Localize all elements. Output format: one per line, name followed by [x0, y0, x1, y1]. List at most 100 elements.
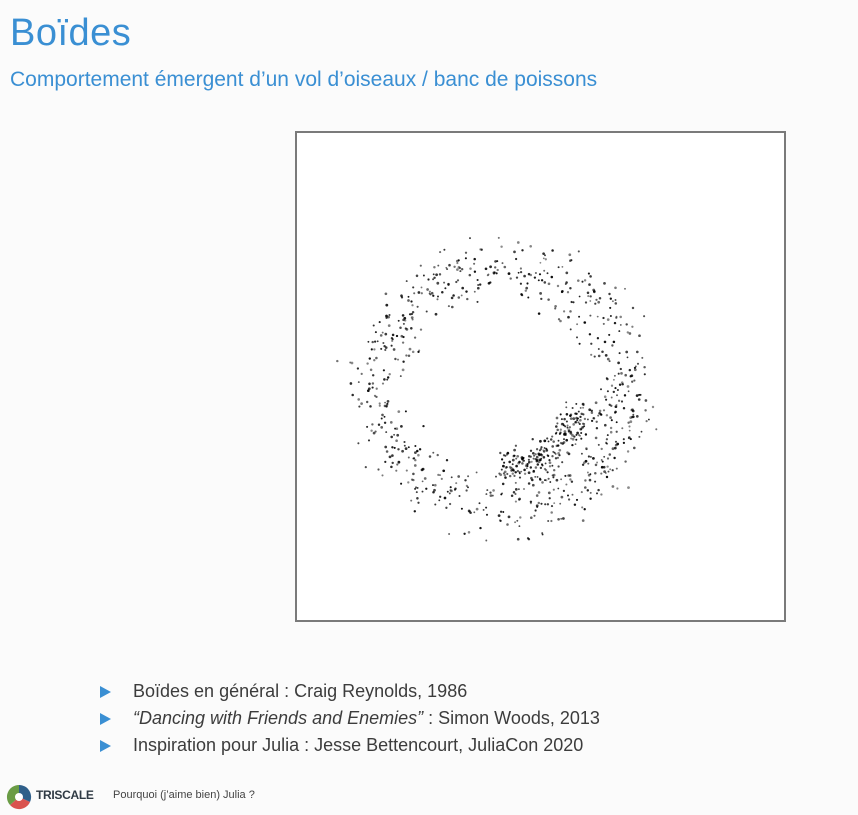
boid-point: [522, 487, 526, 491]
boid-point: [408, 347, 412, 351]
boid-point: [605, 475, 609, 479]
boid-point: [613, 321, 617, 325]
boid-point: [577, 421, 580, 424]
boid-point: [453, 265, 456, 268]
boid-point: [526, 282, 529, 285]
boid-point: [588, 283, 591, 286]
boid-point: [559, 502, 562, 505]
bullet-arrow-icon: [100, 713, 111, 725]
boid-point: [478, 502, 481, 505]
boid-point: [546, 272, 549, 275]
boid-point: [547, 491, 551, 495]
boid-point: [379, 334, 383, 337]
boid-point: [596, 315, 599, 318]
boid-point: [584, 479, 587, 482]
boid-point: [602, 409, 606, 412]
boid-point: [614, 411, 617, 414]
boid-point: [411, 304, 414, 307]
boid-point: [415, 491, 418, 494]
boid-point: [588, 408, 592, 412]
boid-point: [586, 489, 590, 492]
boid-point: [567, 494, 569, 497]
boid-point: [573, 503, 577, 506]
boid-point: [380, 347, 383, 350]
boid-point: [651, 405, 655, 409]
boid-point: [619, 367, 622, 371]
reference-title: “Dancing with Friends and Enemies”: [133, 708, 424, 728]
boid-point: [600, 472, 603, 475]
boid-point: [562, 310, 566, 313]
boid-point: [410, 499, 413, 502]
boid-point: [427, 278, 430, 281]
boid-point: [407, 354, 411, 358]
boid-point: [519, 270, 523, 274]
boid-point: [603, 470, 606, 473]
boid-point: [418, 448, 422, 451]
boid-point: [514, 444, 518, 447]
boid-point: [377, 423, 381, 427]
boid-point: [602, 316, 605, 320]
boid-point: [405, 280, 408, 283]
boid-point: [537, 452, 541, 456]
boid-point: [448, 533, 451, 535]
boid-point: [609, 315, 612, 317]
boid-point: [448, 263, 451, 267]
boid-point: [529, 449, 533, 452]
boid-point: [623, 394, 627, 397]
boid-point: [569, 414, 572, 417]
boid-point: [584, 301, 588, 304]
boid-point: [385, 431, 388, 434]
boid-point: [527, 471, 531, 475]
boid-point: [439, 495, 442, 498]
boid-point: [634, 365, 637, 368]
boid-point: [516, 537, 520, 541]
boid-point: [614, 387, 617, 390]
boid-point: [631, 325, 634, 328]
boid-point: [523, 459, 525, 462]
boid-point: [371, 423, 374, 426]
boid-point: [558, 448, 562, 452]
boid-point: [419, 264, 422, 267]
boid-point: [513, 474, 516, 477]
boid-point: [455, 482, 458, 485]
boid-point: [461, 286, 465, 290]
boid-point: [583, 508, 586, 511]
boid-point: [610, 419, 613, 422]
boid-point: [557, 318, 561, 321]
boid-point: [570, 259, 573, 262]
boid-point: [584, 459, 588, 463]
boid-point: [550, 519, 553, 523]
boid-point: [405, 354, 408, 357]
boid-point: [554, 304, 557, 308]
boid-point: [597, 300, 601, 304]
boid-point: [592, 457, 595, 460]
boid-point: [617, 361, 620, 365]
boid-point: [533, 454, 536, 457]
boid-point: [514, 257, 518, 261]
boid-point: [492, 271, 496, 275]
boid-point: [396, 433, 400, 437]
boid-point: [609, 468, 612, 471]
boid-point: [606, 318, 610, 321]
boid-point: [432, 273, 435, 276]
boid-point: [589, 300, 592, 302]
boid-point: [428, 455, 432, 458]
boid-point: [537, 312, 541, 315]
boid-point: [463, 532, 466, 535]
boid-point: [533, 514, 536, 517]
boid-point: [539, 261, 542, 264]
boid-point: [386, 378, 389, 381]
boid-point: [616, 487, 619, 490]
boid-point: [581, 280, 584, 283]
boid-point: [574, 412, 577, 415]
boid-point: [497, 236, 500, 239]
boid-point: [413, 292, 416, 295]
boid-point: [518, 525, 521, 528]
boid-point: [402, 335, 405, 339]
boid-point: [556, 284, 560, 288]
boid-point: [612, 390, 615, 394]
boid-point: [482, 508, 485, 511]
boid-point: [539, 292, 542, 295]
boid-point: [382, 369, 386, 372]
boid-point: [567, 315, 570, 319]
